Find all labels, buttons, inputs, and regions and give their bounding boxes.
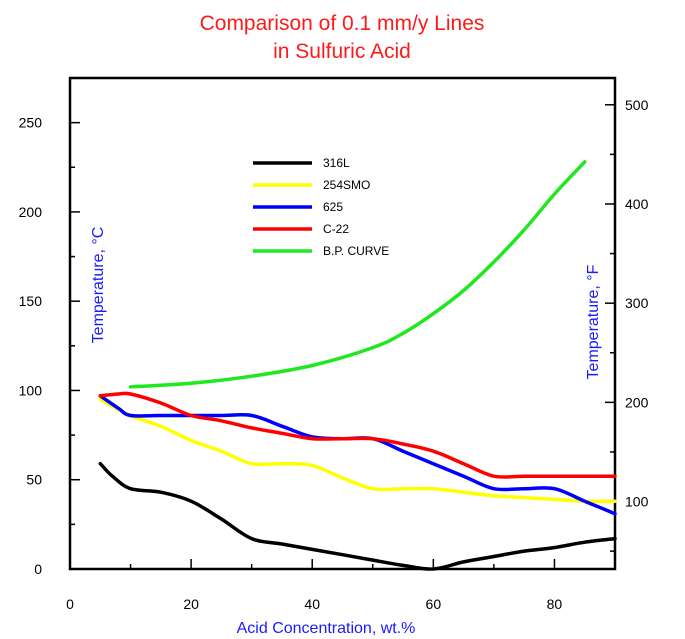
y-axis-right-label: Temperature, °F (585, 264, 602, 379)
series-lines (98, 160, 617, 571)
legend-label-316l: 316L (323, 156, 350, 170)
y-axis-left-label: Temperature, °C (90, 227, 107, 344)
legend-label-b-p-curve: B.P. CURVE (323, 244, 389, 258)
x-tick-label: 80 (547, 596, 563, 612)
series-line-b-p-curve (128, 160, 587, 389)
series-line-c-22 (98, 391, 617, 479)
y-right-tick-label: 300 (625, 295, 649, 311)
x-axis-ticks: 0 20 40 60 80 (66, 559, 616, 612)
y-right-tick-label: 100 (625, 494, 649, 510)
x-tick-label: 20 (183, 596, 199, 612)
y-left-tick-label: 250 (19, 115, 43, 131)
y-right-tick-label: 500 (625, 97, 649, 113)
y-axis-right-ticks: 100 200 300 400 500 (605, 97, 649, 552)
series-line-254smo (98, 397, 617, 504)
x-axis-label: Acid Concentration, wt.% (237, 620, 416, 637)
legend: 316L 254SMO 625 C-22 B.P. CURVE (253, 156, 389, 258)
x-tick-label: 0 (66, 596, 74, 612)
y-left-tick-label: 200 (19, 204, 43, 220)
x-tick-label: 60 (426, 596, 442, 612)
y-left-tick-label: 100 (19, 382, 43, 398)
series-line-316l (98, 461, 617, 571)
y-right-tick-label: 400 (625, 196, 649, 212)
legend-label-254smo: 254SMO (323, 178, 370, 192)
y-axis-left-ticks: 0 50 100 150 200 250 (19, 77, 80, 577)
y-left-tick-label: 50 (26, 472, 42, 488)
y-right-tick-label: 200 (625, 394, 649, 410)
y-left-tick-label: 150 (19, 293, 43, 309)
x-tick-label: 40 (304, 596, 320, 612)
y-left-tick-label: 0 (34, 561, 42, 577)
chart-title-line-2: in Sulfuric Acid (273, 40, 411, 63)
plot-frame (68, 76, 617, 571)
legend-label-c-22: C-22 (323, 222, 349, 236)
chart-title-line-1: Comparison of 0.1 mm/y Lines (200, 12, 485, 35)
legend-label-625: 625 (323, 200, 343, 214)
